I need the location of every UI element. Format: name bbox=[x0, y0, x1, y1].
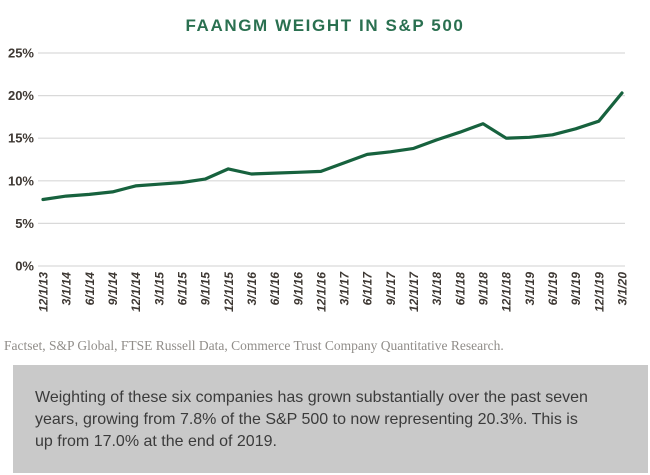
x-axis-tick-label: 9/1/16 bbox=[291, 272, 305, 306]
faangm-line-chart: 0% 5% 10% 15% 20% 25% 12/1/13 3/1/14 6/1/14 9/1/1… bbox=[8, 46, 630, 313]
x-axis-tick-label: 12/1/17 bbox=[407, 271, 421, 312]
x-axis-tick-label: 9/1/15 bbox=[199, 272, 213, 306]
x-axis-tick-label: 3/1/18 bbox=[430, 272, 444, 306]
y-axis-tick-label: 25% bbox=[8, 46, 34, 61]
x-axis-tick-label: 6/1/15 bbox=[175, 272, 189, 306]
y-axis-tick-label: 10% bbox=[8, 173, 34, 188]
x-axis-tick-label: 3/1/15 bbox=[152, 272, 166, 306]
x-axis-tick-label: 6/1/19 bbox=[546, 272, 560, 306]
x-axis-tick-label: 3/1/20 bbox=[616, 272, 630, 306]
y-axis-tick-label: 0% bbox=[15, 259, 34, 274]
x-axis-tick-label: 12/1/13 bbox=[37, 272, 51, 312]
x-axis-tick-label: 12/1/14 bbox=[129, 272, 143, 312]
x-axis-tick-label: 6/1/18 bbox=[453, 272, 467, 306]
x-axis-tick-label: 6/1/17 bbox=[361, 271, 375, 306]
x-axis-tick-label: 3/1/14 bbox=[60, 272, 74, 306]
x-axis-tick-label: 12/1/19 bbox=[592, 272, 606, 312]
x-axis-tick-label: 3/1/17 bbox=[338, 271, 352, 306]
summary-box: Weighting of these six companies has gro… bbox=[13, 365, 648, 473]
x-axis-tick-label: 9/1/17 bbox=[384, 271, 398, 306]
x-axis-tick-label: 3/1/19 bbox=[523, 272, 537, 306]
y-axis-tick-label: 15% bbox=[8, 131, 34, 146]
y-axis-tick-label: 5% bbox=[15, 216, 34, 231]
x-axis-tick-label: 9/1/19 bbox=[569, 272, 583, 306]
x-axis-tick-label: 3/1/16 bbox=[245, 272, 259, 306]
y-axis-tick-label: 20% bbox=[8, 88, 34, 103]
x-axis-tick-label: 6/1/16 bbox=[268, 272, 282, 306]
x-axis-tick-label: 12/1/16 bbox=[314, 272, 328, 312]
x-axis-tick-label: 12/1/15 bbox=[222, 272, 236, 312]
x-axis-tick-label: 12/1/18 bbox=[500, 272, 514, 312]
faangm-weight-line bbox=[41, 91, 624, 202]
source-note: Factset, S&P Global, FTSE Russell Data, … bbox=[4, 338, 504, 353]
x-axis-tick-label: 6/1/14 bbox=[83, 272, 97, 306]
x-axis-tick-label: 9/1/18 bbox=[477, 272, 491, 306]
chart-title: FAANGM WEIGHT IN S&P 500 bbox=[185, 16, 465, 35]
summary-text: Weighting of these six companies has gro… bbox=[35, 389, 588, 450]
x-axis-tick-label: 9/1/14 bbox=[106, 272, 120, 306]
